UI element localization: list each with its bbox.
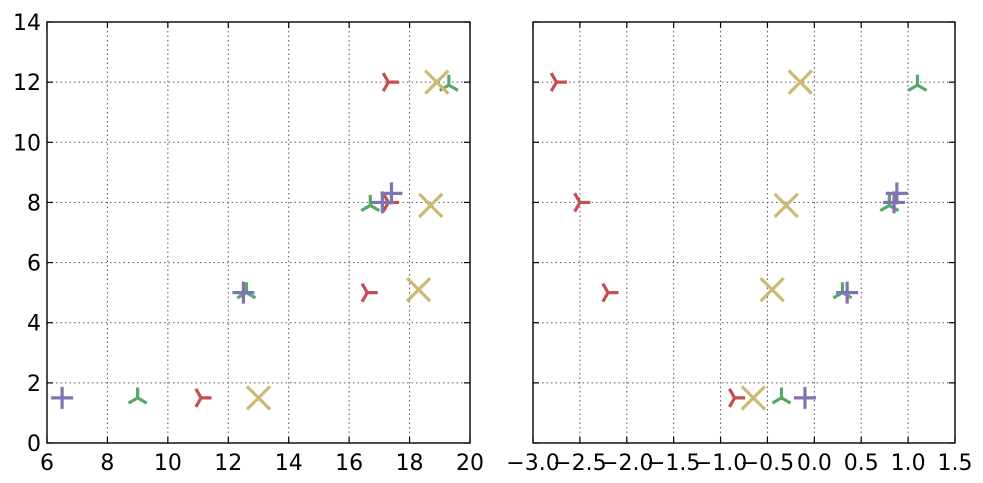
x-tick-label: −1.5 <box>647 451 700 476</box>
y-tick-label: 0 <box>27 432 41 457</box>
y-tick-label: 10 <box>13 131 41 156</box>
tri-up-marker <box>236 282 257 300</box>
x-tick-label: 8 <box>100 451 114 476</box>
x-tick-label: −2.5 <box>553 451 606 476</box>
x-tick-label: 10 <box>154 451 182 476</box>
x-tick-label: −1.0 <box>694 451 747 476</box>
right-scatter-panel: −3.0−2.5−2.0−1.5−1.0−0.5 0.0 0.5 1.0 1.5 <box>506 21 973 476</box>
axes-frame <box>532 21 956 444</box>
plus-marker <box>51 386 74 409</box>
x-tick-label: 6 <box>40 451 54 476</box>
x-marker <box>740 385 767 411</box>
x-tick-label: 0.0 <box>797 451 832 476</box>
x-marker <box>405 276 432 303</box>
x-tick-label: 20 <box>456 451 484 476</box>
x-marker <box>759 276 785 303</box>
plus-marker <box>885 182 908 205</box>
x-tick-label: 18 <box>396 451 424 476</box>
y-tick-label: 2 <box>27 372 41 397</box>
tri-up-marker <box>127 387 148 405</box>
tri-right-marker <box>573 192 591 213</box>
x-tick-label: −3.0 <box>506 451 559 476</box>
tri-right-marker <box>381 72 399 93</box>
x-tick-label: −2.0 <box>600 451 653 476</box>
x-marker <box>245 385 272 411</box>
x-tick-label: 12 <box>214 451 242 476</box>
y-tick-label: 6 <box>27 252 41 277</box>
x-marker <box>418 192 444 219</box>
x-tick-label: 16 <box>335 451 363 476</box>
plus-marker <box>793 386 816 409</box>
axes-frame <box>46 21 471 444</box>
tri-right-marker <box>360 282 378 303</box>
x-tick-label: −0.5 <box>741 451 794 476</box>
tri-up-marker <box>907 74 928 92</box>
y-tick-label: 14 <box>13 11 41 36</box>
x-tick-label: 1.5 <box>938 451 973 476</box>
x-tick-label: 1.0 <box>891 451 926 476</box>
x-marker <box>773 192 799 219</box>
plus-marker <box>836 281 859 304</box>
plus-marker <box>883 191 906 214</box>
plus-marker <box>380 182 403 205</box>
tri-up-marker <box>771 387 792 405</box>
x-marker <box>787 69 813 95</box>
x-tick-label: 14 <box>275 451 303 476</box>
plus-marker <box>232 281 255 304</box>
x-marker <box>424 69 450 95</box>
tri-up-marker <box>360 194 381 213</box>
left-scatter-panel: 6 8 10 12 14 16 18 20 0 2 4 6 8 10 12 14 <box>13 11 484 476</box>
tri-right-marker <box>549 72 567 93</box>
x-tick-label: 0.5 <box>844 451 879 476</box>
y-tick-label: 12 <box>13 71 41 96</box>
tri-right-marker <box>194 388 212 408</box>
y-tick-label: 4 <box>27 312 41 337</box>
tri-up-marker <box>832 282 853 300</box>
plus-marker <box>371 191 394 214</box>
tri-right-marker <box>601 282 619 303</box>
y-tick-label: 8 <box>27 191 41 216</box>
tri-right-marker <box>728 388 746 408</box>
